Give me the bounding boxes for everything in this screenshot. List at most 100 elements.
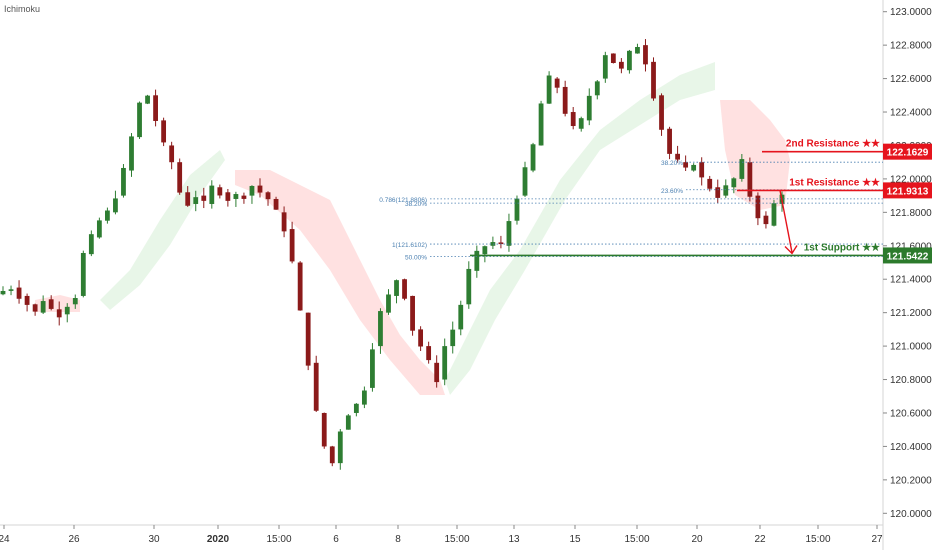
candle — [233, 191, 239, 207]
candle-body — [651, 61, 656, 99]
candle — [402, 278, 407, 301]
candle-body — [763, 215, 769, 225]
time-tick-label: 8 — [395, 534, 401, 545]
level-name: 1st Support ★★ — [804, 242, 880, 253]
price-tick-label: 120.2000 — [890, 475, 932, 486]
candle-body — [113, 198, 118, 213]
candle — [498, 235, 504, 249]
candle — [474, 245, 480, 278]
candle — [546, 71, 552, 104]
candle — [321, 412, 327, 449]
candle-body — [707, 178, 713, 189]
candle — [209, 180, 215, 209]
candle — [691, 163, 697, 172]
fib-label: 23.60% — [661, 188, 683, 195]
candle — [426, 341, 432, 364]
candle-body — [0, 290, 6, 295]
price-tick-label: 122.0000 — [890, 174, 932, 185]
candle-body — [185, 192, 191, 206]
candle-body — [137, 102, 142, 138]
candle-body — [161, 120, 167, 143]
level-price-badge — [883, 143, 932, 160]
candle — [113, 190, 118, 215]
candle-body — [498, 242, 504, 245]
candle — [105, 207, 110, 224]
candle — [185, 186, 191, 207]
level-price-label: 121.5422 — [887, 251, 929, 262]
candle — [450, 321, 456, 354]
candle-body — [739, 159, 745, 179]
time-tick-label: 15 — [569, 534, 581, 545]
candle — [458, 300, 464, 336]
candle — [683, 155, 689, 172]
candle — [289, 221, 295, 264]
price-tick-label: 121.2000 — [890, 308, 932, 319]
candle — [434, 355, 440, 388]
candle-body — [289, 229, 295, 262]
candle-body — [169, 145, 175, 163]
candle-body — [241, 195, 247, 199]
candle-body — [731, 178, 737, 188]
candle-body — [715, 187, 721, 198]
candle — [602, 51, 608, 83]
ichimoku-cloud — [720, 100, 790, 210]
candle-body — [578, 118, 584, 129]
time-tick-label: 15:00 — [805, 534, 830, 545]
candle-body — [40, 301, 46, 313]
candle-body — [482, 246, 488, 255]
candle — [281, 206, 287, 238]
candle-body — [8, 289, 14, 291]
price-tick-label: 120.0000 — [890, 509, 932, 520]
indicator-label: Ichimoku — [4, 4, 41, 14]
candle — [530, 142, 536, 173]
candle-body — [554, 78, 560, 88]
candle-body — [618, 61, 624, 69]
candle — [8, 285, 14, 296]
candle-body — [209, 185, 215, 204]
candle — [635, 43, 640, 54]
time-tick-label: 24 — [0, 534, 10, 545]
candle — [667, 126, 672, 160]
candle-body — [305, 312, 311, 366]
candle-body — [257, 185, 263, 193]
candle-body — [201, 195, 207, 201]
candle — [353, 403, 359, 417]
candle — [96, 217, 102, 239]
ichimoku-cloud — [445, 62, 715, 395]
candle-body — [522, 167, 528, 196]
level-price-badge — [883, 247, 932, 264]
candle — [675, 145, 680, 163]
candle-body — [88, 234, 94, 255]
candle-body — [771, 203, 777, 226]
candle-body — [442, 346, 448, 380]
candle-body — [723, 185, 729, 196]
fib-label: 1(121.6102) — [392, 242, 427, 249]
candle-body — [281, 212, 287, 232]
candle-body — [361, 390, 367, 405]
candle — [378, 308, 383, 354]
time-tick-label: 15:00 — [444, 534, 469, 545]
candle — [193, 190, 199, 212]
candle-body — [594, 81, 600, 96]
candle — [699, 157, 705, 186]
candle-body — [329, 446, 335, 464]
candle — [361, 386, 367, 409]
candle — [72, 294, 78, 309]
candle-body — [353, 403, 359, 413]
candle — [313, 355, 319, 412]
candle — [80, 250, 86, 298]
candle-body — [490, 242, 496, 246]
price-tick-label: 121.6000 — [890, 241, 932, 252]
candle-body — [586, 95, 592, 121]
candle-body — [418, 329, 424, 347]
candle-body — [610, 53, 616, 63]
candle — [715, 179, 721, 204]
candle-body — [153, 95, 158, 121]
candle-body — [64, 306, 70, 315]
candle — [627, 49, 632, 74]
candle-body — [747, 162, 753, 197]
candle-body — [538, 103, 544, 146]
candle — [594, 79, 600, 100]
candle — [514, 195, 520, 225]
